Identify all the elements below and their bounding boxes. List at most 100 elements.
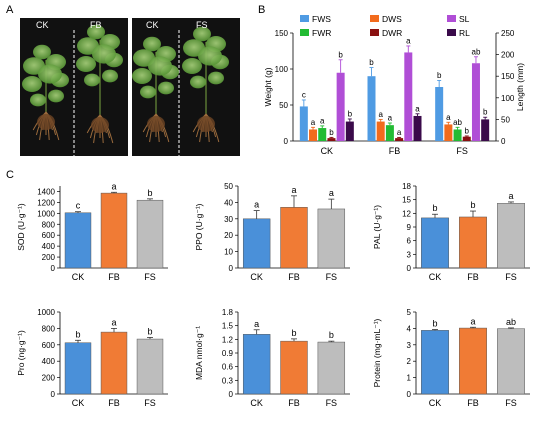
y-tick-label: 50 (224, 182, 233, 191)
b-legend-swatch (300, 29, 309, 36)
b-bar (327, 138, 336, 141)
y-tick-label: 0 (407, 390, 412, 399)
b-sig-label: a (415, 104, 420, 113)
y-tick-label: 0 (229, 390, 234, 399)
category-label: FB (467, 398, 479, 408)
chart-ppo: 0 10 20 30 40 50 PPO (U·g⁻¹) a CK a FB a FS (194, 182, 350, 282)
b-category-label: FB (389, 146, 401, 156)
bar-fs (317, 208, 346, 269)
b-sig-label: c (302, 90, 306, 99)
plant-leaf (22, 76, 42, 92)
sig-label: b (470, 200, 475, 210)
y-tick-label: 400 (42, 242, 56, 251)
category-label: FB (467, 272, 479, 282)
y-tick-label: 600 (42, 231, 56, 240)
plant-leaf (87, 24, 105, 40)
y-tick-label: 800 (42, 324, 56, 333)
y-axis-label: PAL (U·g⁻¹) (372, 205, 382, 249)
bar-fs (317, 341, 346, 395)
b-sig-label: a (406, 36, 411, 45)
bar-fs (497, 328, 525, 395)
sig-label: b (329, 330, 334, 340)
y-tick-label: 40 (224, 198, 233, 207)
y-tick-label: 0.6 (222, 363, 234, 372)
panel-label-c: C (6, 169, 14, 181)
y-tick-label: 12 (402, 209, 411, 218)
bar-fs (136, 199, 164, 269)
chart-pal: 0 3 6 9 12 15 18 PAL (U·g⁻¹) b CK b FB a FS (372, 182, 530, 282)
bar-ck (421, 217, 449, 269)
category-label: FS (326, 398, 338, 408)
plant-leaf (193, 26, 211, 42)
y-tick-label: 2 (407, 357, 412, 366)
sig-label: a (470, 316, 475, 326)
y-tick-label: 3 (407, 341, 412, 350)
b-bar (336, 72, 345, 141)
plant-leaf (143, 36, 161, 52)
y-tick-label: 0.9 (222, 349, 234, 358)
b-legend-label: DWS (382, 14, 402, 24)
plant-leaf (132, 68, 152, 84)
sig-label: a (254, 200, 259, 210)
b-bar (481, 119, 490, 141)
b-sig-label: b (465, 126, 470, 135)
b-sig-label: b (338, 50, 343, 59)
b-y-tick-label: 50 (279, 101, 288, 110)
y-tick-label: 200 (42, 374, 56, 383)
y-tick-label: 0 (229, 264, 234, 273)
y-tick-label: 4 (407, 324, 412, 333)
sig-label: c (76, 201, 81, 211)
sig-label: ab (506, 317, 516, 327)
b-legend-label: RL (459, 28, 470, 38)
plant-leaf (102, 69, 118, 83)
y-tick-label: 1.2 (222, 335, 234, 344)
y-tick-label: 9 (407, 223, 412, 232)
category-label: FB (288, 272, 300, 282)
b-bar (404, 52, 413, 141)
b-bar (444, 124, 453, 141)
plant-leaf (182, 58, 202, 74)
sig-label: b (147, 326, 152, 336)
plant-leaf (92, 44, 116, 64)
sig-label: b (432, 319, 437, 329)
category-label: CK (250, 398, 263, 408)
sig-label: a (329, 188, 334, 198)
b-category-label: CK (321, 146, 334, 156)
sig-label: a (254, 319, 259, 329)
bar-fb (280, 340, 308, 395)
b-legend-swatch (300, 15, 309, 22)
sig-label: b (291, 328, 296, 338)
y-tick-label: 0.3 (222, 376, 234, 385)
sig-label: b (147, 188, 152, 198)
photo-label-fb: FB (90, 20, 102, 30)
b-bar (376, 121, 385, 141)
y-tick-label: 20 (224, 231, 233, 240)
category-label: FS (144, 272, 156, 282)
b-sig-label: a (446, 113, 451, 122)
y-tick-label: 1 (407, 374, 412, 383)
y-tick-label: 1.5 (222, 322, 234, 331)
y-tick-label: 0 (51, 264, 56, 273)
b-y2-tick-label: 200 (501, 51, 515, 60)
category-label: FB (288, 398, 300, 408)
y-axis-label: SOD (U·g⁻¹) (16, 203, 26, 251)
plant-photo: CK FB CK FS (20, 18, 240, 156)
y-axis-label: Protein (mg·mL⁻¹) (372, 318, 382, 387)
b-sig-label: b (483, 108, 488, 117)
y-tick-label: 400 (42, 357, 56, 366)
b-bar (453, 129, 462, 141)
b-sig-label: a (378, 110, 383, 119)
b-bar (309, 129, 318, 141)
b-legend-label: SL (459, 14, 470, 24)
bar-ck (64, 212, 92, 269)
b-y2-tick-label: 0 (501, 137, 506, 146)
plant-leaf (198, 46, 222, 66)
b-legend-swatch (370, 29, 379, 36)
category-label: FS (144, 398, 156, 408)
root-soil (147, 116, 165, 132)
b-y2-tick-label: 50 (501, 115, 510, 124)
category-label: FS (326, 272, 338, 282)
sig-label: a (291, 185, 296, 195)
